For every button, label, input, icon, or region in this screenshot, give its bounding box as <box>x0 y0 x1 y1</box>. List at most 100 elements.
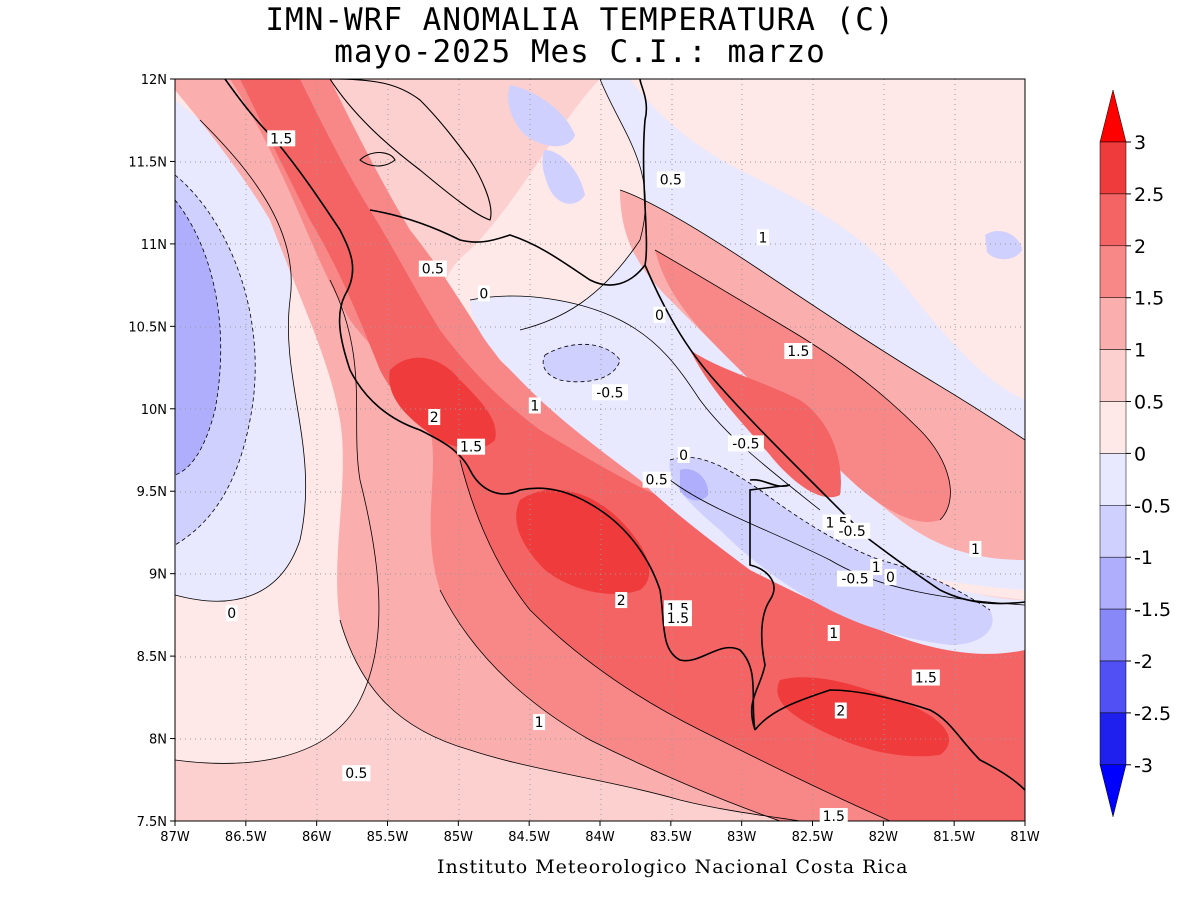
y-tick-label: 11N <box>141 238 167 253</box>
colorbar-segment <box>1099 608 1127 662</box>
contour-label-bg <box>677 446 690 463</box>
x-tick-label: 81W <box>1010 830 1040 845</box>
contour-label-bg <box>477 285 490 302</box>
contour-label-bg <box>267 130 296 147</box>
y-tick-label: 10N <box>141 403 167 418</box>
x-tick-label: 85W <box>444 830 474 845</box>
contour-label-bg <box>653 306 666 323</box>
colorbar-label: -1 <box>1134 547 1153 569</box>
colorbar-segment <box>1099 401 1127 454</box>
contour-label-bg <box>428 409 441 426</box>
x-tick-label: 83W <box>727 830 757 845</box>
contour-label-bg <box>870 559 883 576</box>
contour-label: 1 <box>535 715 544 731</box>
contour-label-bg <box>663 610 692 627</box>
contour-label: -0.5 <box>841 572 868 588</box>
x-tick-label: 82.5W <box>792 830 834 845</box>
contour-label: 1.5 <box>270 131 292 147</box>
contour-label: 0 <box>679 448 688 464</box>
contour-label-bg <box>591 384 628 401</box>
contour-label: 1.5 <box>787 344 809 360</box>
x-axis-ticks: 87W 86.5W 86W 85.5W 85W 84.5W 84W 83.5W 83W 82.5W… <box>160 821 1040 845</box>
contour-label-bg <box>225 605 238 622</box>
negative-cell-1 <box>543 344 620 382</box>
contour-label-bg <box>837 570 873 587</box>
x-tick-label: 83.5W <box>650 830 692 845</box>
contour-label-bg <box>819 808 848 825</box>
y-tick-label: 8N <box>149 733 167 748</box>
contour-label-bg <box>642 471 671 488</box>
contour-lines <box>175 79 1025 821</box>
positive-core-chiriqui <box>777 677 949 757</box>
negative-cell-2 <box>508 85 575 147</box>
contour-label: 1.5 <box>667 611 689 627</box>
contour-labels: 1.50.510.5001.5-0.512-0.51.500.51.5-0.51… <box>225 130 982 825</box>
colorbar-label: -1.5 <box>1134 599 1171 621</box>
colorbar-top-arrow <box>1099 89 1127 143</box>
x-tick-label: 86.5W <box>225 830 267 845</box>
colorbar-bottom-arrow <box>1099 764 1127 817</box>
positive-band-caribbean-15 <box>655 250 951 522</box>
y-tick-label: 9.5N <box>137 485 167 500</box>
map-subtitle: mayo-2025 Mes C.I.: marzo <box>334 34 826 70</box>
colorbar-label: 1.5 <box>1134 288 1164 310</box>
contour-label: -0.5 <box>596 385 623 401</box>
contour-label: 0.5 <box>345 766 367 782</box>
colorbar-segment <box>1099 505 1127 558</box>
x-tick-label: 84W <box>585 830 615 845</box>
x-tick-label: 87W <box>160 830 190 845</box>
x-tick-label: 81.5W <box>933 830 975 845</box>
y-tick-label: 12N <box>141 73 167 88</box>
x-tick-label: 82W <box>869 830 899 845</box>
colorbar-segment <box>1099 712 1127 766</box>
colorbar-label: -2.5 <box>1134 703 1171 725</box>
y-axis-ticks: 7.5N 8N 8.5N 9N 9.5N 10N 10.5N 11N 11.5N 12N <box>128 73 175 830</box>
contour-label-bg <box>656 171 685 188</box>
colorbar-segment <box>1099 193 1127 247</box>
y-tick-label: 11.5N <box>128 155 167 170</box>
contour-label: 1.5 <box>460 440 482 456</box>
contour-label-bg <box>834 702 847 719</box>
colorbar-label: -0.5 <box>1134 495 1171 517</box>
contour-label-bg <box>418 260 447 277</box>
colorbar-segment <box>1099 141 1127 195</box>
coastlines <box>224 79 1025 791</box>
contour-label: 2 <box>430 410 439 426</box>
contour-label-bg <box>615 592 628 609</box>
positive-core-osa <box>516 489 650 594</box>
contour-label: 1.5 <box>823 809 845 825</box>
y-tick-label: 7.5N <box>137 815 167 830</box>
contour-label-bg <box>884 568 897 585</box>
colorbar-label: -2 <box>1134 651 1153 673</box>
colorbar-segment <box>1099 660 1127 714</box>
contour-label-bg <box>533 714 546 731</box>
contour-label: 1.5 <box>915 671 937 687</box>
contour-label-bg <box>911 669 940 686</box>
y-tick-label: 8.5N <box>137 650 167 665</box>
contour-label: 0 <box>655 308 664 324</box>
colorbar-label: 2.5 <box>1134 184 1164 206</box>
contour-label: 1 <box>829 626 838 642</box>
contour-label-bg <box>827 625 840 642</box>
contour-label: 1 <box>872 560 881 576</box>
y-tick-label: 10.5N <box>128 320 167 335</box>
contour-label: -0.5 <box>839 524 866 540</box>
contour-label-bg <box>528 397 541 414</box>
x-tick-label: 86W <box>302 830 332 845</box>
contour-label-bg <box>834 522 871 539</box>
colorbar-label: -3 <box>1134 755 1153 777</box>
credit-text: Instituto Meteorologico Nacional Costa R… <box>437 856 909 878</box>
contour-label-bg <box>969 540 982 557</box>
contour-label-bg <box>457 438 486 455</box>
contour-label-bg <box>756 229 769 246</box>
colorbar-segment <box>1099 556 1127 610</box>
contour-label: -0.5 <box>732 436 759 452</box>
x-tick-label: 84.5W <box>508 830 550 845</box>
contour-label-bg <box>342 765 371 782</box>
colorbar-label: 2 <box>1134 236 1146 258</box>
colorbar-segment <box>1099 245 1127 298</box>
contour-label: 0 <box>479 286 488 302</box>
positive-core-nicoya <box>389 357 496 449</box>
colorbar: 3 2.5 2 1.5 1 0.5 0 -0.5 -1 -1.5 -2 -2.5 -3 <box>1099 89 1171 817</box>
